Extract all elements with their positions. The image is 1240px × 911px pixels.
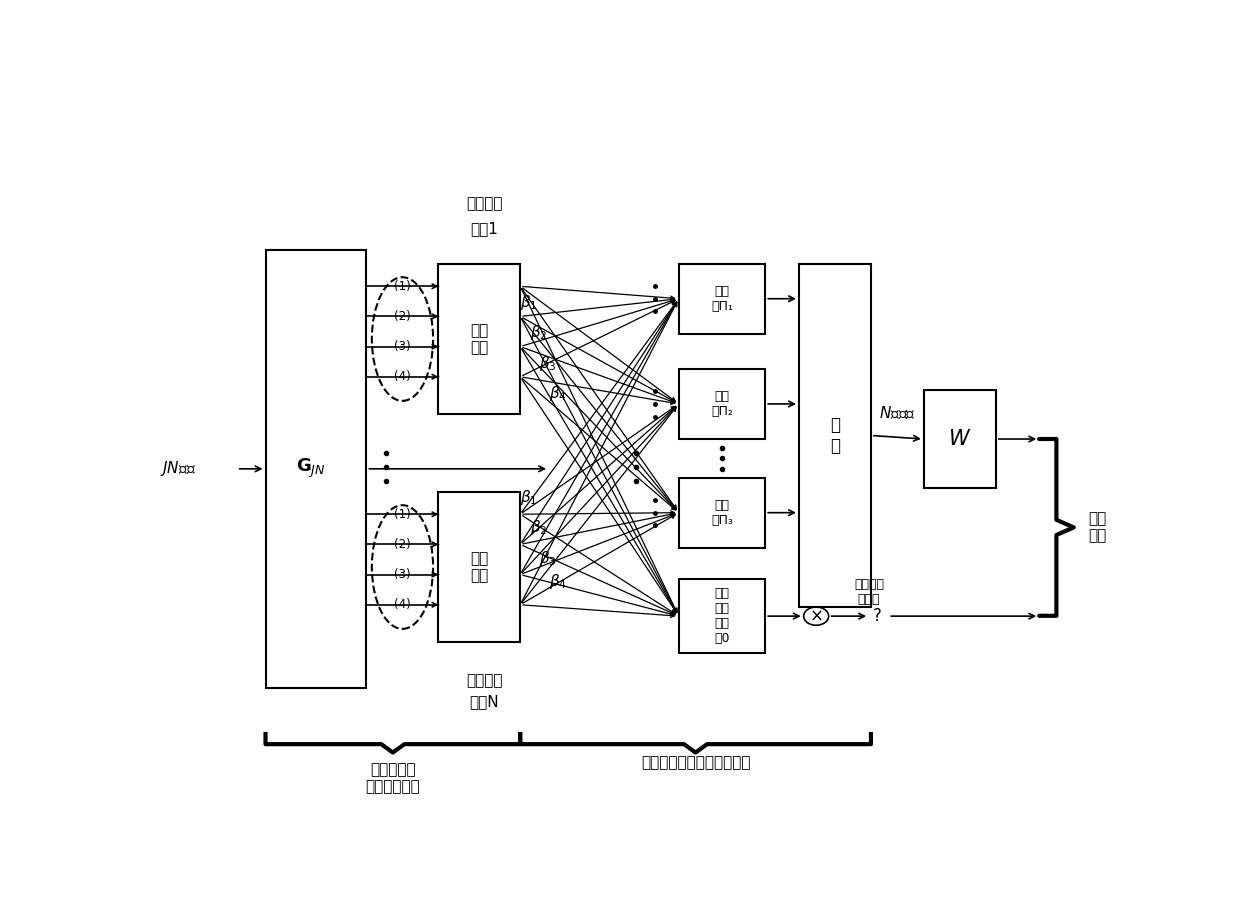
- Text: (1): (1): [394, 507, 410, 521]
- Text: (3): (3): [394, 340, 410, 353]
- FancyBboxPatch shape: [678, 263, 765, 333]
- Text: 信道使用: 信道使用: [466, 673, 502, 689]
- FancyBboxPatch shape: [439, 492, 521, 642]
- Text: 交织
器Π₃: 交织 器Π₃: [711, 498, 733, 527]
- Text: (1): (1): [394, 280, 410, 292]
- Text: (2): (2): [394, 310, 410, 322]
- FancyBboxPatch shape: [439, 263, 521, 415]
- Text: (2): (2): [394, 537, 410, 551]
- Text: ×: ×: [810, 607, 823, 625]
- Text: 信道
映射: 信道 映射: [470, 322, 489, 355]
- Text: (4): (4): [394, 599, 410, 611]
- Text: $N$个符号: $N$个符号: [879, 404, 915, 422]
- Text: 虚拟信道
未传输: 虚拟信道 未传输: [854, 578, 884, 606]
- Text: 调
制: 调 制: [830, 416, 839, 455]
- Text: $\beta_2$: $\beta_2$: [529, 518, 547, 537]
- Text: (4): (4): [394, 370, 410, 384]
- Text: $\beta_3$: $\beta_3$: [539, 548, 557, 568]
- Text: $JN$比特: $JN$比特: [160, 459, 196, 478]
- Text: (3): (3): [394, 568, 410, 581]
- Text: $\beta_2$: $\beta_2$: [529, 323, 547, 343]
- FancyBboxPatch shape: [924, 390, 996, 488]
- Text: 虚拟
信道
容量
为0: 虚拟 信道 容量 为0: [714, 587, 730, 645]
- Text: 时隙1: 时隙1: [470, 221, 498, 236]
- Text: 接收
信号: 接收 信号: [1089, 511, 1107, 544]
- FancyBboxPatch shape: [799, 263, 870, 608]
- Text: $\beta_4$: $\beta_4$: [549, 572, 567, 590]
- FancyBboxPatch shape: [678, 369, 765, 439]
- FancyBboxPatch shape: [265, 250, 367, 688]
- FancyBboxPatch shape: [678, 579, 765, 653]
- Text: $\mathbf{G}_{JN}$: $\mathbf{G}_{JN}$: [296, 457, 326, 480]
- Text: $\beta_4$: $\beta_4$: [549, 384, 567, 403]
- Text: 时隙N: 时隙N: [469, 694, 498, 710]
- Text: 交织
器Π₁: 交织 器Π₁: [711, 285, 733, 312]
- FancyBboxPatch shape: [678, 477, 765, 548]
- Text: 第二阶段：
信道极化变换: 第二阶段： 信道极化变换: [366, 762, 420, 794]
- Text: 第一阶段：二进制信道拆分: 第一阶段：二进制信道拆分: [641, 754, 750, 770]
- Text: $\beta_1$: $\beta_1$: [521, 488, 538, 507]
- Text: $\beta_3$: $\beta_3$: [539, 353, 557, 373]
- Text: 信道
映射: 信道 映射: [470, 551, 489, 583]
- Text: 信道使用: 信道使用: [466, 197, 502, 211]
- Text: $\mathit{W}$: $\mathit{W}$: [949, 429, 971, 449]
- Text: ?: ?: [873, 607, 882, 625]
- Text: $\beta_1$: $\beta_1$: [521, 293, 538, 312]
- Text: 交织
器Π₂: 交织 器Π₂: [711, 390, 733, 418]
